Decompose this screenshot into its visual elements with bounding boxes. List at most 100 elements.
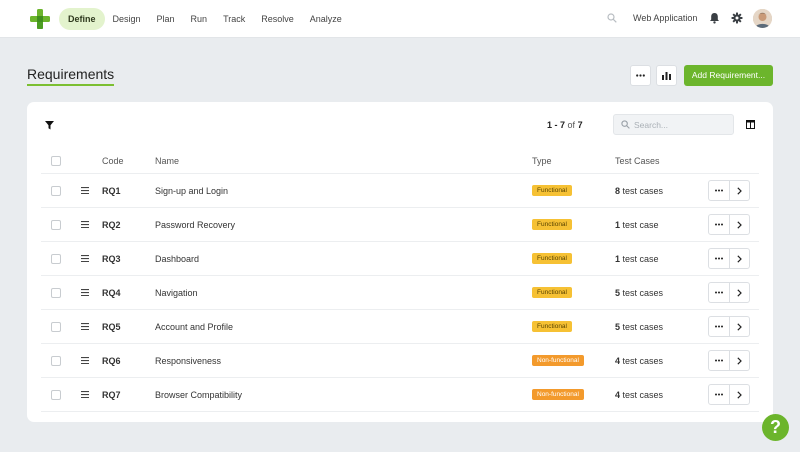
requirement-code[interactable]: RQ4 (102, 288, 121, 298)
row-more-button[interactable] (709, 283, 729, 302)
ellipsis-icon (714, 393, 723, 396)
nav-design[interactable]: Design (112, 14, 141, 24)
search-icon (621, 120, 630, 129)
test-case-number: 1 (615, 254, 621, 264)
table-row[interactable]: RQ7 Browser Compatibility Non-functional 4 … (41, 378, 759, 412)
table-row[interactable]: RQ4 Navigation Functional 5 test cases (41, 276, 759, 310)
project-selector[interactable]: Web Application (633, 13, 698, 23)
column-header-name[interactable]: Name (155, 156, 180, 166)
type-badge: Functional (532, 253, 572, 264)
add-requirement-button[interactable]: Add Requirement... (684, 65, 773, 86)
row-more-button[interactable] (709, 181, 729, 200)
row-more-button[interactable] (709, 385, 729, 404)
drag-handle-icon[interactable] (81, 391, 89, 398)
requirement-code[interactable]: RQ5 (102, 322, 121, 332)
row-actions (708, 248, 750, 269)
row-checkbox[interactable] (51, 390, 61, 400)
requirement-name[interactable]: Navigation (155, 288, 198, 298)
table-row[interactable]: RQ3 Dashboard Functional 1 test case (41, 242, 759, 276)
column-header-type[interactable]: Type (532, 156, 552, 166)
requirement-code[interactable]: RQ6 (102, 356, 121, 366)
column-header-code[interactable]: Code (102, 156, 124, 166)
drag-handle-icon[interactable] (81, 221, 89, 228)
row-more-button[interactable] (709, 249, 729, 268)
requirement-code[interactable]: RQ2 (102, 220, 121, 230)
row-open-button[interactable] (728, 317, 749, 336)
row-checkbox[interactable] (51, 186, 61, 196)
search-input[interactable] (634, 118, 728, 132)
ellipsis-icon (714, 223, 723, 226)
pagination-count: 1 - 7 of 7 (547, 120, 583, 130)
gear-icon[interactable] (731, 12, 743, 24)
requirement-code[interactable]: RQ3 (102, 254, 121, 264)
nav-define[interactable]: Define (59, 8, 105, 30)
row-checkbox[interactable] (51, 322, 61, 332)
table-row[interactable]: RQ5 Account and Profile Functional 5 test c… (41, 310, 759, 344)
table-header: Code Name Type Test Cases (41, 148, 759, 174)
test-case-count: 4 test cases (615, 390, 663, 400)
nav-resolve[interactable]: Resolve (261, 14, 294, 24)
row-open-button[interactable] (728, 283, 749, 302)
row-open-button[interactable] (728, 249, 749, 268)
row-open-button[interactable] (728, 385, 749, 404)
row-more-button[interactable] (709, 215, 729, 234)
row-more-button[interactable] (709, 317, 729, 336)
requirement-name[interactable]: Dashboard (155, 254, 200, 264)
drag-handle-icon[interactable] (81, 323, 89, 330)
bell-icon[interactable] (709, 12, 720, 24)
test-case-count: 8 test cases (615, 186, 663, 196)
reports-button[interactable] (656, 65, 677, 86)
drag-handle-icon[interactable] (81, 357, 89, 364)
chevron-right-icon (737, 254, 742, 263)
requirement-name[interactable]: Responsiveness (155, 356, 222, 366)
test-case-number: 5 (615, 288, 621, 298)
requirement-code[interactable]: RQ7 (102, 390, 121, 400)
test-case-label: test case (622, 254, 659, 264)
user-avatar[interactable] (753, 9, 772, 28)
requirement-name[interactable]: Password Recovery (155, 220, 236, 230)
row-actions (708, 316, 750, 337)
search-field[interactable] (613, 114, 734, 135)
test-case-label: test cases (622, 356, 664, 366)
test-case-label: test cases (622, 322, 664, 332)
drag-handle-icon[interactable] (81, 187, 89, 194)
row-checkbox[interactable] (51, 356, 61, 366)
type-badge: Non-functional (532, 355, 584, 366)
columns-icon[interactable] (746, 120, 755, 129)
requirement-name[interactable]: Account and Profile (155, 322, 234, 332)
help-button[interactable]: ? (762, 414, 789, 441)
requirement-name[interactable]: Sign-up and Login (155, 186, 229, 196)
search-icon[interactable] (607, 13, 617, 23)
row-open-button[interactable] (728, 181, 749, 200)
test-case-label: test cases (622, 186, 664, 196)
row-checkbox[interactable] (51, 288, 61, 298)
test-case-count: 5 test cases (615, 288, 663, 298)
row-checkbox[interactable] (51, 254, 61, 264)
requirements-card: 1 - 7 of 7 Code Name Type Test Cases RQ1… (27, 102, 773, 422)
nav-run[interactable]: Run (190, 14, 208, 24)
app-logo-icon[interactable] (29, 8, 51, 30)
requirement-name[interactable]: Browser Compatibility (155, 390, 243, 400)
table-row[interactable]: RQ1 Sign-up and Login Functional 8 test cas… (41, 174, 759, 208)
type-badge: Functional (532, 185, 572, 196)
row-more-button[interactable] (709, 351, 729, 370)
more-options-button[interactable] (630, 65, 651, 86)
nav-analyze[interactable]: Analyze (309, 14, 342, 24)
type-badge: Non-functional (532, 389, 584, 400)
select-all-checkbox[interactable] (51, 156, 61, 166)
filter-icon[interactable] (45, 121, 54, 130)
nav-plan[interactable]: Plan (156, 14, 175, 24)
drag-handle-icon[interactable] (81, 289, 89, 296)
top-navigation-bar: Define Design Plan Run Track Resolve Ana… (0, 0, 800, 38)
test-case-number: 4 (615, 390, 621, 400)
drag-handle-icon[interactable] (81, 255, 89, 262)
chevron-right-icon (737, 322, 742, 331)
table-row[interactable]: RQ2 Password Recovery Functional 1 test cas… (41, 208, 759, 242)
row-checkbox[interactable] (51, 220, 61, 230)
row-open-button[interactable] (728, 351, 749, 370)
table-row[interactable]: RQ6 Responsiveness Non-functional 4 test ca… (41, 344, 759, 378)
requirement-code[interactable]: RQ1 (102, 186, 121, 196)
column-header-test-cases[interactable]: Test Cases (615, 156, 660, 166)
nav-track[interactable]: Track (223, 14, 246, 24)
row-open-button[interactable] (728, 215, 749, 234)
